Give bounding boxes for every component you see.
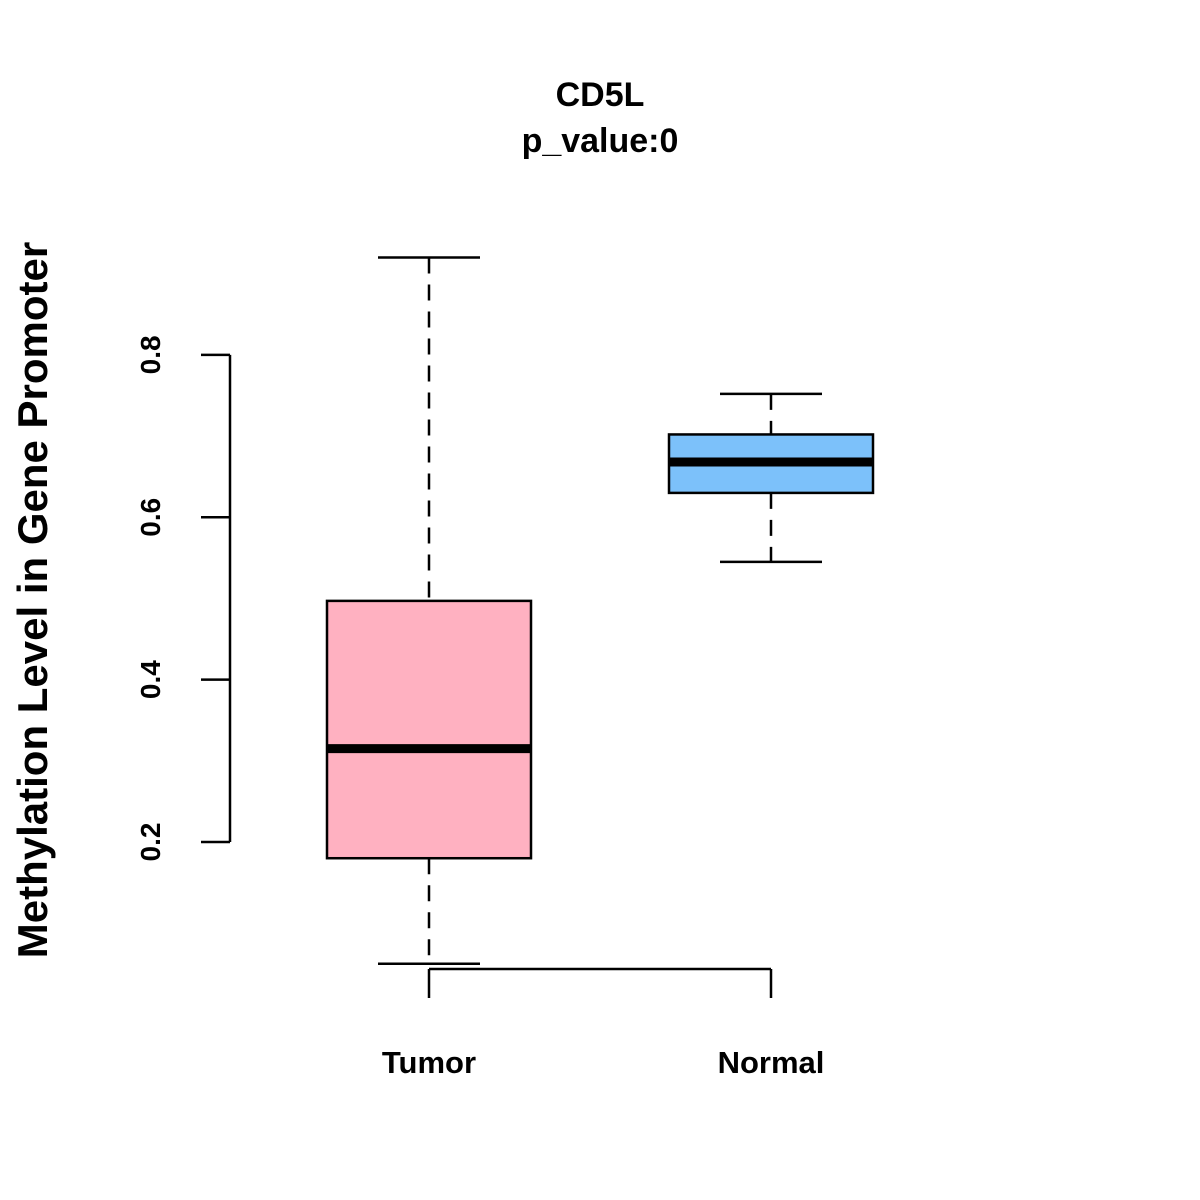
chart-subtitle: p_value:0 (522, 122, 679, 160)
x-tick-label-tumor: Tumor (382, 1045, 476, 1080)
y-tick-label-0.8: 0.8 (135, 335, 166, 374)
x-axis: Tumor Normal (382, 967, 825, 1080)
box-normal (667, 392, 875, 564)
y-tick-label-0.2: 0.2 (135, 823, 166, 862)
x-tick-label-normal: Normal (718, 1045, 825, 1080)
box-tumor (325, 256, 533, 966)
y-axis-label: Methylation Level in Gene Promoter (9, 242, 56, 958)
y-tick-label-0.4: 0.4 (135, 660, 166, 699)
iqr-box-tumor (325, 599, 533, 860)
chart-title: CD5L (556, 76, 645, 114)
boxes-group (325, 256, 875, 966)
y-tick-label-0.6: 0.6 (135, 498, 166, 537)
y-axis: 0.2 0.4 0.6 0.8 (135, 335, 232, 862)
